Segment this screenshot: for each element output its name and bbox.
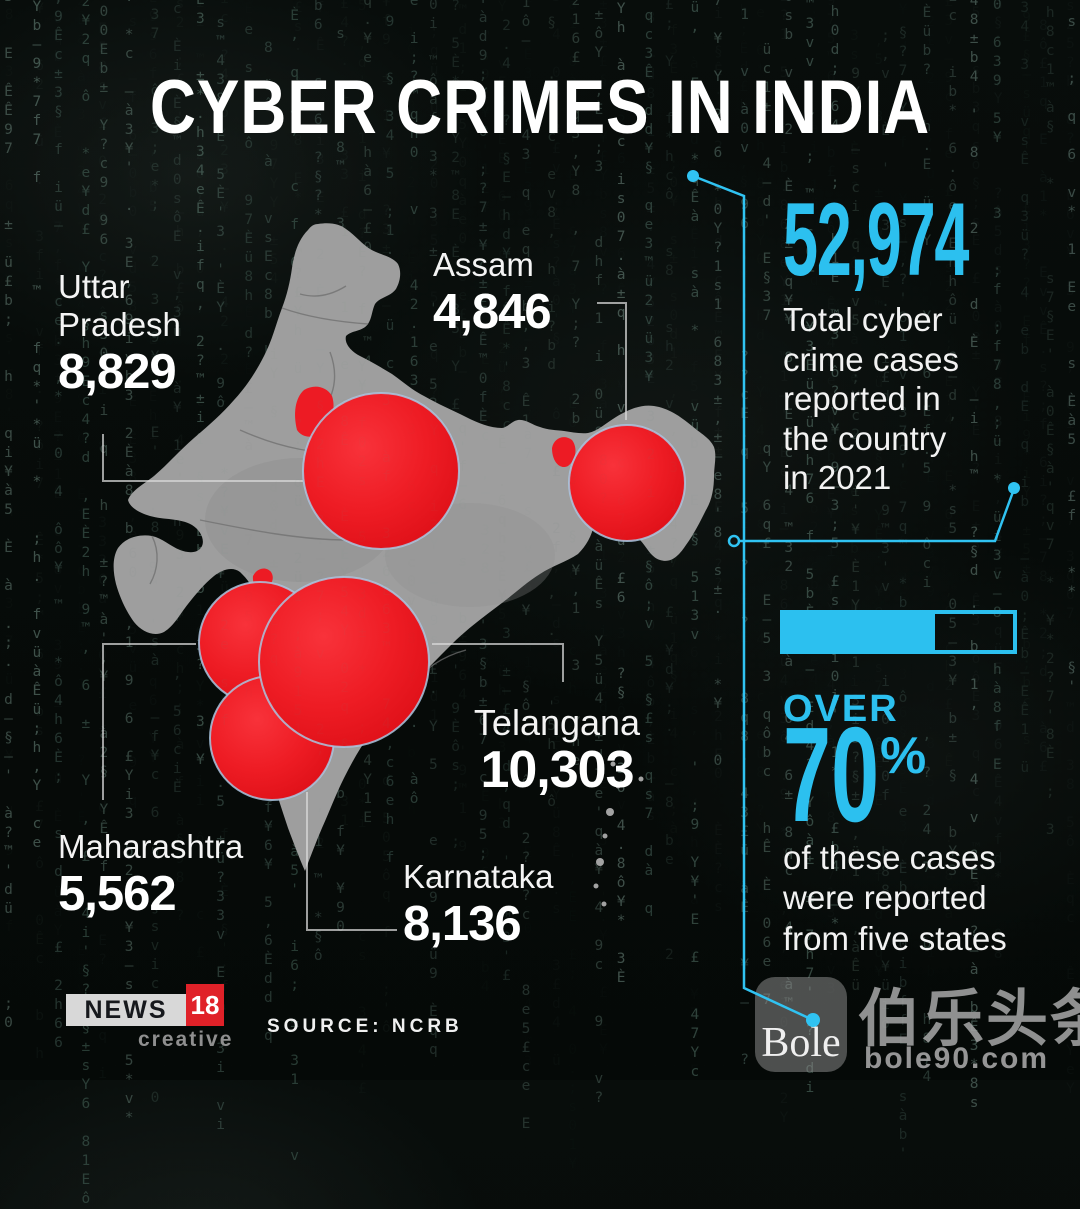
bole-watermark-cjk-text: 伯乐头条 xyxy=(858,985,1080,1054)
matrix-rain-column: E 3 f § E ± ô Y , È ; 3 d h f 1 i 0 ü 8 … xyxy=(594,0,605,1107)
state-name: Assam xyxy=(433,246,534,283)
matrix-rain-column: 7 b ¥ § 8 8 ¥ 6 2 ü . 3 f i v f . ? ô i … xyxy=(35,1,45,1063)
state-label-uttar-pradesh: Uttar Pradesh 8,829 xyxy=(58,268,228,400)
matrix-rain-column: q 5 ü § ô ' i , à d 3 § ¥ Ê i 1 f 5 E Ê … xyxy=(690,0,700,1079)
matrix-rain-column: 3 1 ô – 2 4 3 q e q b , , 3 Ê 1 f £ d – … xyxy=(521,0,532,1133)
news18-logo-number: 18 xyxy=(190,989,220,1020)
matrix-rain-column: 3 È , q 4 , c f 6 9 Ê . i È ™ s Ê ; Y f … xyxy=(290,7,301,1164)
matrix-rain-column: § 6 2 ¥ 2 q ô * e ¥ d £ Y § h 9 E c 4 ? … xyxy=(81,0,92,1208)
state-label-maharashtra: Maharashtra 5,562 xyxy=(58,828,243,922)
progress-bar-fill xyxy=(784,614,936,650)
matrix-rain-column: q Y à § ' ; Y ? ô 5 d s à 0 v E 8 – i v … xyxy=(993,0,1004,962)
matrix-rain-column: . . È 2 E 3 4 0 3 3 £ v ; Ê s ? à 0 ' § … xyxy=(552,0,562,1069)
matrix-rain-column: Y s ? 9 3 4 3 v s Ê q 3 ü ? 4 e b d E q … xyxy=(1020,0,1031,776)
bubble-karnataka xyxy=(209,675,335,801)
matrix-rain-column: i 3 E Ê Ê 9 7 ± ü £ b ; h q i ¥ à 5 È à … xyxy=(4,0,14,1032)
red-state-patches xyxy=(252,386,576,590)
matrix-rain-column: v ü 0 ± . 0 6 3 9 5 ¥ 3 ; f ; f 7 8 , ; … xyxy=(992,0,1003,773)
state-value: 10,303 xyxy=(480,741,634,799)
bubble-telangana xyxy=(258,576,430,748)
matrix-rain-column: * , ? . * c – à 3 ¥ ' . 3 E , 6 9 i v b … xyxy=(124,0,135,1126)
news18-creative-label: creative xyxy=(138,1028,234,1051)
state-label-karnataka: Karnataka 8,136 xyxy=(403,858,553,952)
state-value: 4,846 xyxy=(433,285,552,339)
state-name: Uttar Pradesh xyxy=(58,268,181,343)
bubble-maharashtra xyxy=(198,581,322,705)
percent-number: 70 xyxy=(783,699,880,850)
matrix-rain-column: ¥ 4 Ê ? 1 5 v i i b . 8 6 à e Y 1 ™ 1 – … xyxy=(779,0,790,1127)
news18-logo-badge: 18 xyxy=(186,984,224,1026)
matrix-rain-column: , – b ô ' ü c 1 ± 4 – d ' E § 3 7 q Y 6 … xyxy=(762,42,773,1008)
matrix-rain-column: d b 5 E 6 8 e Y b – 9 * 7 f 7 f ™ f q * … xyxy=(32,0,43,851)
state-value: 8,829 xyxy=(58,345,177,399)
matrix-rain-column: ; à 9 5 Ê 7 0 q b 8 v È * 7 , f * 9 b 3 … xyxy=(53,0,64,959)
bubble-uttar-pradesh xyxy=(302,392,460,550)
bole-watermark-url: bole90.com xyxy=(864,1042,1050,1075)
matrix-rain-column: ? § ü , E ü § * q Ê à s à * v ü Y , i ? … xyxy=(690,0,701,1080)
matrix-rain-column: 3 q 3 E 3 4 E b s ; q 6 v * 1 E e s È à … xyxy=(1067,14,1078,696)
matrix-rain-column: È , ; 9 Ê c ± 3 § f i ü – c e . , * – 0 … xyxy=(54,0,64,1051)
matrix-rain-column: È ? ; v E § 1 ¥ f 9 ± 1 ¥ ? 3 ± – 3 à f … xyxy=(381,0,392,1037)
state-value: 5,562 xyxy=(58,867,177,921)
bole-watermark-logo-text: Bole xyxy=(761,1020,841,1066)
state-label-assam: Assam 4,846 xyxy=(433,246,552,340)
progress-bar xyxy=(780,610,1017,654)
news18-logo-news-text: NEWS xyxy=(84,995,168,1024)
matrix-rain-column: ± 3 ± £ § ¥ £ Y b s 8 v ? f 3 à ± 8 0 ? … xyxy=(598,0,609,1058)
matrix-rain-column: – 0 8 ; 3 Y 8 9 6 q , s d ¥ s ' È 8 ' s … xyxy=(4,7,15,936)
matrix-rain-column: 3 3 8 , – 9 £ § – s ü q ' £ i 3 ? ? ' E … xyxy=(1022,0,1032,749)
percent-sign: % xyxy=(880,727,927,785)
total-cases-caption: Total cyber crime cases reported in the … xyxy=(783,301,960,497)
state-name: Telangana xyxy=(473,702,641,743)
page-title: CYBER CRIMES IN INDIA xyxy=(149,65,931,150)
state-value: 8,136 xyxy=(403,897,522,951)
matrix-rain-column: q b 3 ; * à 3 7 ô , 3 ; e * ; 2 3 9 ¥ ™ … xyxy=(150,0,161,1106)
matrix-rain-column: 0 v 5 , d ' i 1 i d ? E ? f Y ¥ f 0 2 s … xyxy=(357,0,368,1098)
state-name: Maharashtra xyxy=(58,828,244,865)
bubble-assam xyxy=(568,424,686,542)
matrix-rain-column: , ? 4 d Y – E 5 8 s v £ 0 2 8 c ? ô 4 6 … xyxy=(98,20,109,1082)
state-label-telangana: Telangana 10,303 xyxy=(437,702,677,799)
five-states-caption: of these cases were reported from five s… xyxy=(783,839,1007,957)
source-credit: SOURCE: NCRB xyxy=(267,1016,463,1037)
matrix-rain-column: 5 s à 1 8 à 0 ¥ Ê § 7 à 3 ¥ Ê 6 , 3 § c … xyxy=(568,0,578,1172)
state-name: Karnataka xyxy=(403,858,554,895)
matrix-rain-column: Y i 8 ü ô à v s E c 8 b b 8 5 § 3 5 1 h … xyxy=(263,40,274,1045)
total-cases-number: 52,974 xyxy=(783,181,969,299)
matrix-rain-column: – ? 0 s 2 5 ? h 8 ? c b 6 v ¥ 3 ' 9 , ô … xyxy=(1065,0,1076,1097)
news18-logo: NEWS xyxy=(66,994,186,1026)
bole-watermark-logo: Bole xyxy=(755,977,847,1072)
matrix-rain-column: ü à c . i 1 v à 0 v 9 6 ' ' ? ? c È . q … xyxy=(740,6,751,1068)
matrix-rain-column: E ' § s ™ 4 3 8 Ê 5 È ' 3 ' È Y . 9 ô ? … xyxy=(216,15,227,1134)
matrix-rain-column: * ± q s , 8 ô £ 1 q E à 1 * E v v Ê . s … xyxy=(1039,17,1049,775)
matrix-rain-column: , 9 * v 2 h 8 c 1 ™ à § * s 7 § E ' à 0 … xyxy=(1045,0,1056,838)
